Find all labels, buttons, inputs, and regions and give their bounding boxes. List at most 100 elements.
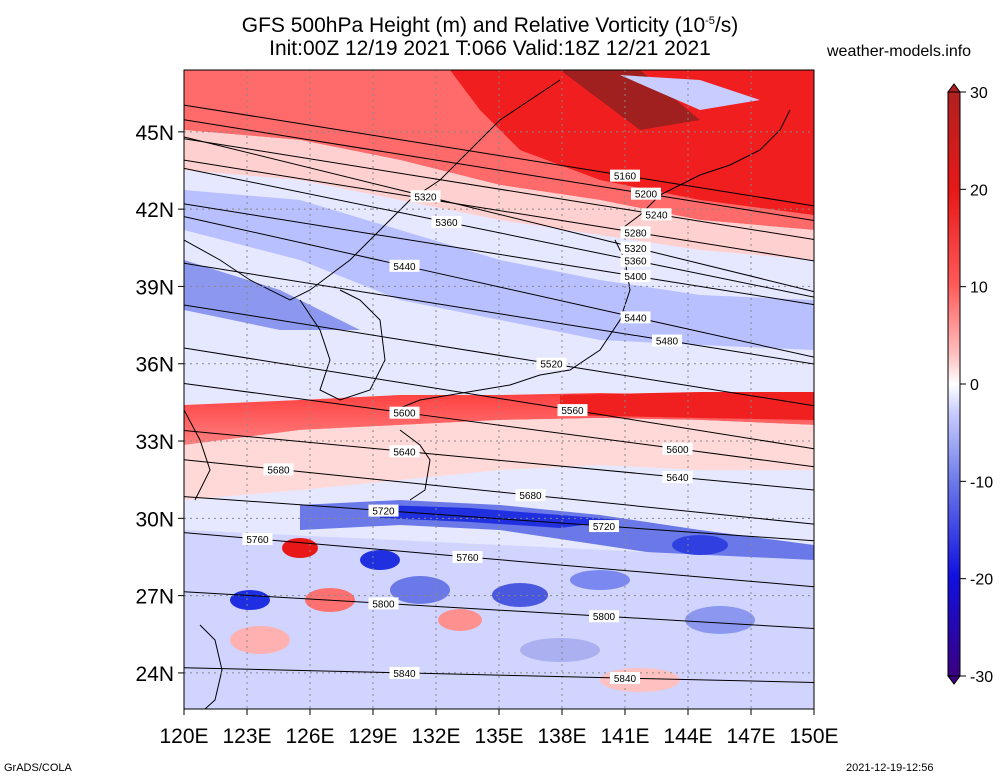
lon-label: 147E (726, 725, 775, 748)
lon-label: 141E (600, 725, 649, 748)
graticule (184, 70, 814, 709)
contour-label-box (610, 672, 640, 685)
height-contour (184, 167, 814, 298)
contour-label-box (557, 404, 588, 417)
contour-label: 5200 (635, 190, 658, 201)
lat-label: 30N (135, 508, 174, 531)
height-contour (184, 383, 814, 468)
contour-label-box (410, 190, 441, 203)
colorbar-tick-label: 30 (970, 85, 988, 102)
contour-label-box (431, 216, 462, 229)
contour-label: 5600 (666, 445, 689, 456)
site-credit: weather-models.info (827, 43, 972, 60)
lon-label: 144E (663, 725, 712, 748)
contour-label: 5840 (614, 674, 637, 685)
colorbar-tick-label: -30 (970, 669, 993, 686)
contour-label: 5680 (519, 491, 542, 502)
contour-label-box (515, 489, 546, 502)
contour-label-box (589, 520, 619, 533)
contour-label-box (452, 550, 483, 563)
contour-label: 5640 (666, 473, 689, 484)
contour-label-box (610, 169, 640, 182)
contour-label-box (620, 226, 651, 239)
colorbar-tick-label: 0 (970, 377, 979, 394)
contour-label: 5440 (624, 313, 647, 324)
coastlines (184, 79, 791, 709)
contour-label: 5680 (267, 465, 290, 476)
contour-label-box (536, 357, 567, 370)
contour-label-box (652, 334, 682, 347)
lat-label: 33N (135, 431, 174, 454)
height-contour (184, 136, 814, 293)
footer-timestamp: 2021-12-19-12:56 (846, 762, 934, 774)
contour-label: 5320 (414, 192, 437, 203)
lon-label: 120E (159, 725, 208, 748)
contour-label: 5560 (561, 406, 584, 417)
contour-label-box (631, 187, 661, 200)
contour-label: 5600 (393, 409, 416, 420)
height-contour (184, 216, 814, 358)
contour-label: 5400 (624, 272, 647, 283)
contour-label-box (242, 532, 273, 545)
colorbar-scale (947, 91, 961, 677)
contour-label: 5360 (435, 218, 458, 229)
colorbar-tick-label: -10 (970, 474, 993, 491)
contour-labels: 5160 5200 5240 5280 5320 5320 5360 5360 5400 5440… (242, 169, 693, 685)
lon-label: 126E (285, 725, 334, 748)
contour-label: 5480 (656, 337, 679, 348)
height-contour (184, 496, 814, 542)
contour-label-box (589, 610, 619, 623)
contour-label-box (662, 442, 693, 455)
contour-label: 5160 (614, 172, 637, 183)
contour-label: 5720 (372, 507, 395, 518)
lat-label: 24N (135, 663, 174, 686)
colorbar-bottom-arrow (947, 675, 961, 685)
height-contours (184, 104, 814, 683)
colorbar-tick-label: 20 (970, 182, 988, 199)
contour-label-box (263, 463, 294, 476)
contour-label-box (662, 471, 693, 484)
contour-label: 5800 (593, 612, 616, 623)
chart-title-line1: GFS 500hPa Height (m) and Relative Vorti… (241, 14, 739, 37)
lat-label: 45N (135, 122, 174, 145)
colorbar: 30 20 10 0 -10 -20 -30 (947, 83, 993, 686)
contour-label-box (620, 311, 651, 324)
contour-label-box (368, 597, 399, 610)
height-contour (184, 591, 814, 630)
contour-label-box (620, 241, 651, 254)
lon-label: 150E (789, 725, 838, 748)
chart-title-line2: Init:00Z 12/19 2021 T:066 Valid:18Z 12/2… (269, 37, 711, 60)
lon-label: 123E (222, 725, 271, 748)
contour-label: 5760 (456, 553, 479, 564)
footer-grads: GrADS/COLA (4, 762, 72, 774)
contour-label-box (620, 270, 651, 283)
colorbar-top-arrow (947, 83, 961, 93)
contour-label: 5640 (393, 447, 416, 458)
contour-label: 5240 (645, 210, 668, 221)
contour-label: 5760 (246, 535, 269, 546)
lon-label: 129E (348, 725, 397, 748)
colorbar-tick-label: 10 (970, 280, 988, 297)
longitude-axis: 120E 123E 126E 129E 132E 135E 138E 141E 144E 147E… (159, 709, 839, 748)
contour-label-box (368, 504, 399, 517)
lat-label: 27N (135, 586, 174, 609)
contour-label-box (389, 259, 420, 272)
height-contour (184, 532, 814, 588)
contour-label-box (620, 254, 651, 267)
contour-label: 5280 (624, 228, 647, 239)
contour-label-box (389, 445, 420, 458)
contour-label: 5320 (624, 244, 647, 255)
contour-label: 5520 (540, 360, 563, 371)
height-contour (184, 459, 814, 525)
lat-label: 39N (135, 276, 174, 299)
lon-label: 138E (537, 725, 586, 748)
lon-label: 135E (474, 725, 523, 748)
contour-label-box (389, 666, 420, 679)
lat-label: 42N (135, 199, 174, 222)
lat-label: 36N (135, 354, 174, 377)
colorbar-tick-label: -20 (970, 572, 993, 589)
contour-label: 5440 (393, 262, 416, 273)
contour-label: 5800 (372, 599, 395, 610)
latitude-axis: 45N 42N 39N 36N 33N 30N 27N 24N (135, 122, 184, 686)
